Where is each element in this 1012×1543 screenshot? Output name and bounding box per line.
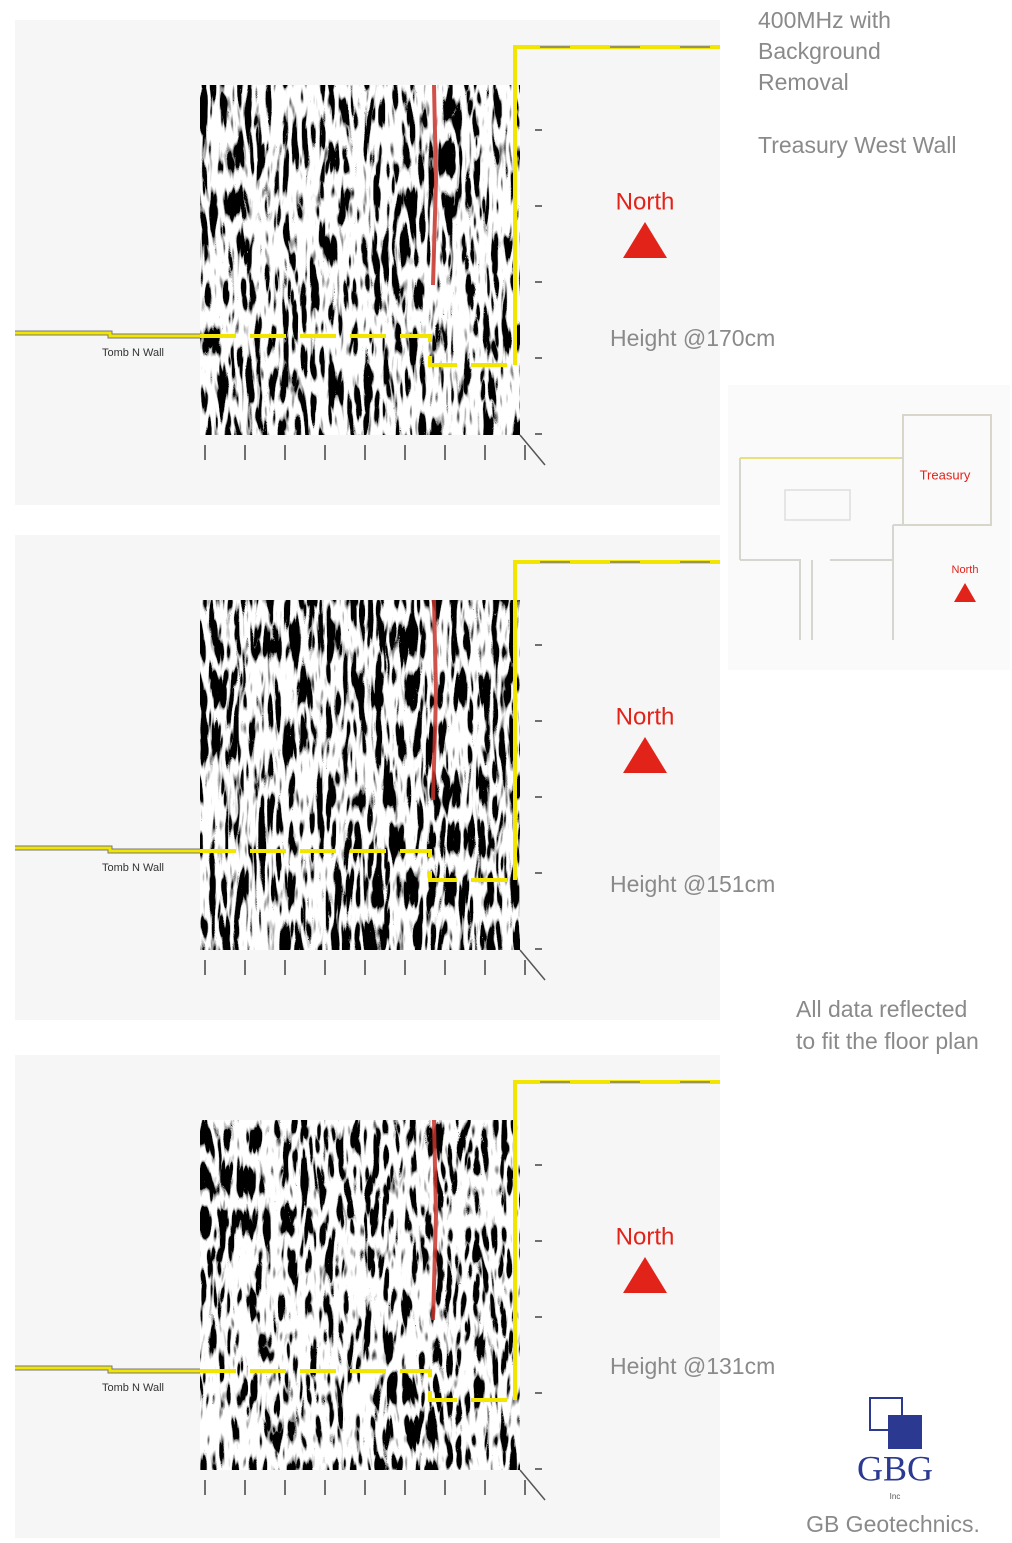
radargram [200, 600, 520, 950]
header-line: Removal [758, 69, 849, 95]
north-label: North [616, 703, 675, 730]
height-label: Height @151cm [610, 871, 775, 897]
logo: GBG Inc GB Geotechnics. [806, 1398, 980, 1537]
gpr-panel: Tomb N Wall North Height @170cm [15, 20, 775, 505]
header-line: Background [758, 38, 881, 64]
radargram [200, 1120, 520, 1470]
figure: 400MHz with Background Removal Treasury … [0, 0, 1012, 1538]
north-label: North [616, 188, 675, 215]
floor-plan-label: Treasury [920, 467, 971, 482]
logo-mark: GBG [857, 1448, 933, 1488]
height-label: Height @131cm [610, 1353, 775, 1379]
logo-sub: Inc [890, 1492, 901, 1501]
page: {"header": {"title_lines": ["400MHz with… [0, 0, 1012, 1538]
height-label: Height @170cm [610, 325, 775, 351]
header-line: 400MHz with [758, 7, 891, 33]
wall-label: Tomb N Wall [102, 862, 164, 874]
note-line: All data reflected [796, 996, 967, 1022]
note-line: to fit the floor plan [796, 1028, 979, 1054]
gpr-panel: Tomb N Wall North Height @151cm [15, 535, 775, 1020]
north-label: North [616, 1223, 675, 1250]
wall-label: Tomb N Wall [102, 1382, 164, 1394]
floor-plan: Treasury North [728, 385, 1010, 670]
floor-plan-north: North [952, 564, 979, 576]
gpr-panel: Tomb N Wall North Height @131cm [15, 1055, 775, 1538]
wall-label: Tomb N Wall [102, 347, 164, 359]
company-name: GB Geotechnics. [806, 1511, 980, 1537]
radargram [200, 85, 520, 435]
header-subtitle: Treasury West Wall [758, 132, 957, 158]
